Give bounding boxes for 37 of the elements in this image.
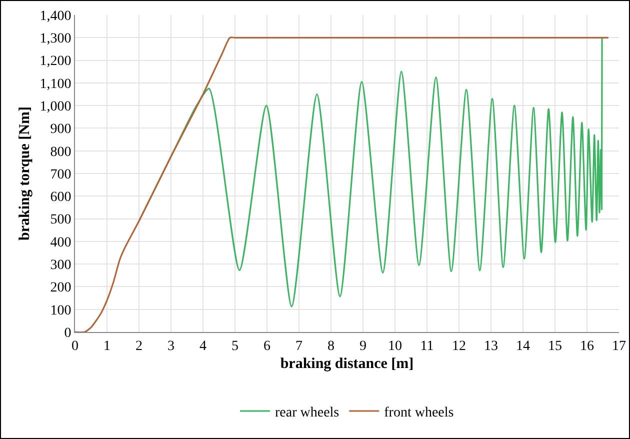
x-tick-label: 4	[200, 338, 206, 354]
x-tick-label: 9	[360, 338, 366, 354]
y-tick-label: 1,200	[40, 54, 72, 70]
y-tick-label: 700	[50, 167, 72, 182]
x-tick-label: 1	[104, 338, 110, 354]
x-tick-label: 3	[168, 338, 174, 354]
x-tick-label: 5	[232, 338, 238, 354]
y-tick-label: 100	[50, 303, 72, 318]
legend-label: front wheels	[384, 405, 454, 420]
y-tick-label: 1,100	[40, 76, 72, 92]
x-axis-title: braking distance [m]	[280, 356, 414, 372]
x-tick-label: 10	[388, 338, 402, 354]
y-tick-label: 300	[50, 258, 72, 273]
x-tick-label: 7	[296, 338, 302, 354]
y-tick-label: 800	[50, 144, 72, 160]
x-tick-label: 6	[264, 338, 270, 354]
y-tick-label: 1,400	[40, 8, 72, 24]
y-tick-label: 0	[64, 326, 72, 341]
y-tick-label: 600	[50, 190, 72, 206]
x-tick-label: 8	[328, 338, 334, 354]
y-tick-label: 500	[50, 212, 72, 228]
y-tick-label: 1,300	[40, 32, 72, 47]
y-axis-title: braking torque [Nm]	[16, 106, 33, 240]
line-series	[75, 36, 610, 332]
x-tick-label: 16	[580, 338, 594, 354]
x-tick-label: 15	[548, 338, 562, 354]
x-tick-label: 14	[516, 338, 530, 354]
y-tick-label: 1,000	[40, 99, 72, 114]
y-tick-label: 200	[50, 280, 72, 296]
x-tick-label: 11	[420, 338, 434, 354]
legend-label: rear wheels	[275, 405, 340, 420]
y-tick-label: 400	[50, 235, 72, 250]
y-tick-label: 900	[50, 122, 72, 138]
x-tick-label: 13	[484, 338, 498, 354]
x-tick-label: 12	[452, 338, 466, 354]
x-tick-label: 17	[612, 338, 626, 354]
x-tick-label: 2	[136, 338, 142, 354]
